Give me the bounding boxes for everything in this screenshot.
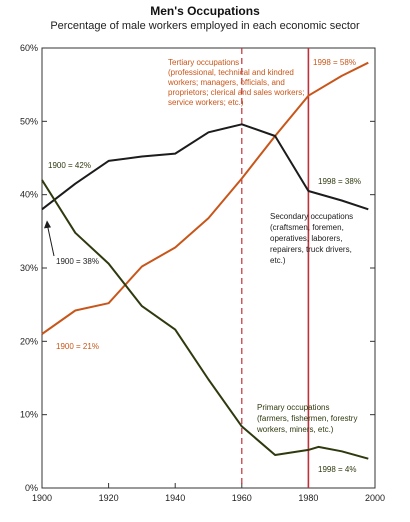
- secondary-annotation: etc.): [270, 256, 286, 265]
- series-line-primary: [41, 179, 369, 460]
- secondary-start-label: 1900 = 38%: [56, 257, 99, 266]
- x-tick-label: 1940: [165, 493, 185, 503]
- chart-title: Men's Occupations: [150, 4, 260, 18]
- arrow-head: [43, 220, 51, 229]
- secondary-annotation: (craftsmen, foremen,: [270, 223, 344, 232]
- secondary-annotation: repairers, truck drivers,: [270, 245, 352, 254]
- y-tick-label: 60%: [20, 43, 38, 53]
- y-tick-label: 40%: [20, 190, 38, 200]
- secondary-annotation: Secondary occupations: [270, 212, 353, 221]
- x-tick-label: 1900: [32, 493, 52, 503]
- y-tick-label: 10%: [20, 410, 38, 420]
- primary-annotation: Primary occupations: [257, 403, 329, 412]
- x-tick-label: 1980: [298, 493, 318, 503]
- secondary-end-label: 1998 = 38%: [318, 177, 361, 186]
- primary-annotation: (farmers, fishermen, forestry: [257, 414, 357, 423]
- y-tick-label: 20%: [20, 336, 38, 346]
- secondary-annotation: operatives, laborers,: [270, 234, 342, 243]
- primary-end-label: 1998 = 4%: [318, 465, 356, 474]
- primary-annotation: workers, miners, etc.): [256, 425, 334, 434]
- y-tick-label: 30%: [20, 263, 38, 273]
- x-tick-label: 2000: [365, 493, 385, 503]
- tertiary-annotation: Tertiary occupations: [168, 58, 239, 67]
- tertiary-start-label: 1900 = 21%: [56, 342, 99, 351]
- tertiary-annotation: workers; managers, officials, and: [167, 78, 285, 87]
- tertiary-annotation: service workers; etc.): [168, 98, 244, 107]
- arrow-line: [46, 223, 55, 257]
- primary-start-label: 1900 = 42%: [48, 161, 91, 170]
- tertiary-annotation: (professional, technical and kindred: [168, 68, 294, 77]
- tertiary-annotation: proprietors; clerical and sales workers;: [168, 88, 305, 97]
- chart-subtitle: Percentage of male workers employed in e…: [50, 20, 360, 32]
- tertiary-end-label: 1998 = 58%: [313, 58, 356, 67]
- series-line-tertiary: [41, 61, 369, 335]
- series-line-secondary: [41, 123, 369, 211]
- x-tick-label: 1960: [232, 493, 252, 503]
- y-tick-label: 0%: [25, 483, 38, 493]
- x-tick-label: 1920: [99, 493, 119, 503]
- y-tick-label: 50%: [20, 116, 38, 126]
